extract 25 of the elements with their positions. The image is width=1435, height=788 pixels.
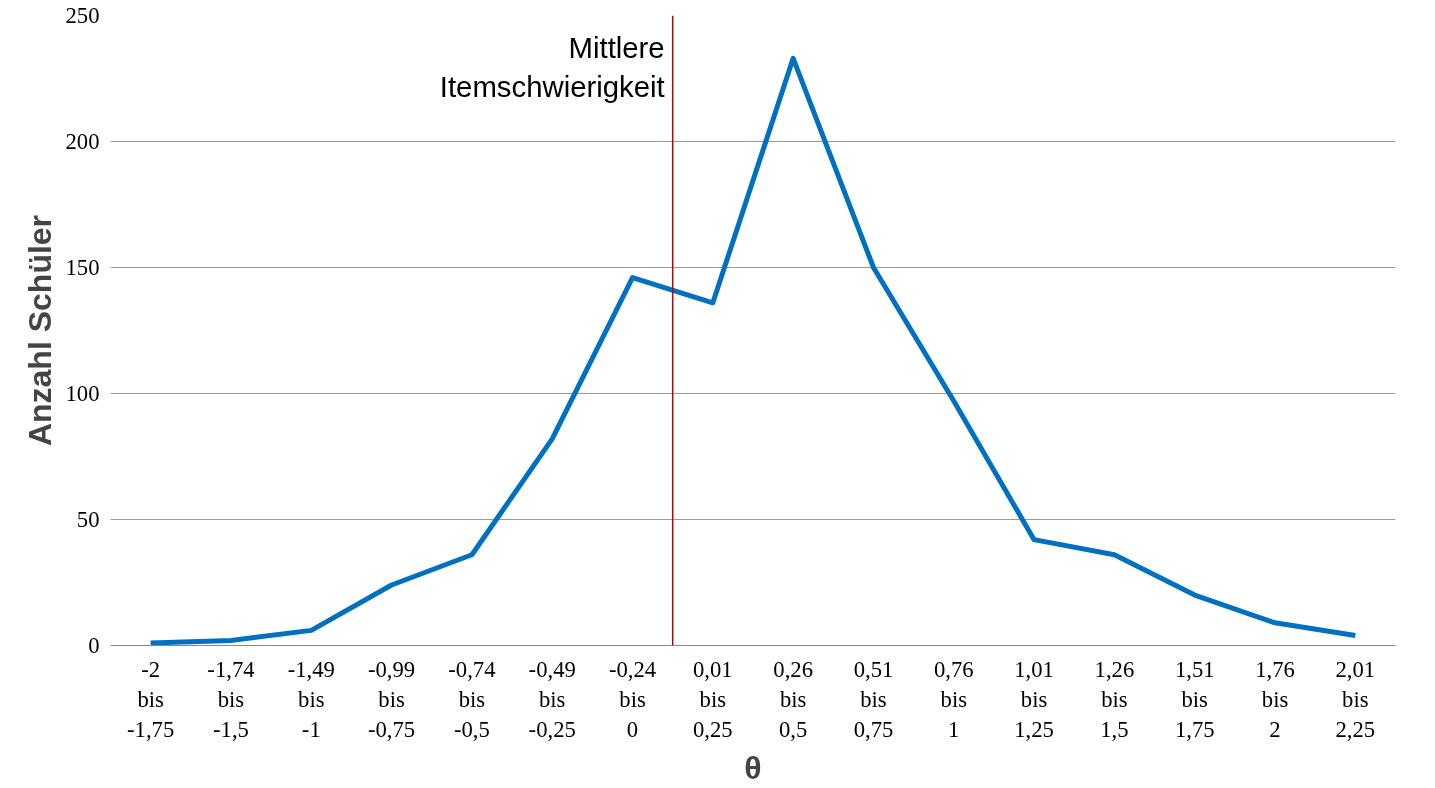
y-tick-label: 100 [65, 381, 100, 406]
x-axis-title: θ [744, 749, 762, 786]
x-tick-label: 1,76 bis 2 [1255, 656, 1295, 742]
y-axis-title: Anzahl Schüler [21, 214, 58, 447]
x-tick-label: 2,01 bis 2,25 [1335, 656, 1376, 742]
x-tick-label: 0,01 bis 0,25 [693, 656, 733, 742]
ref-line-label: Mittlere Itemschwierigkeit [439, 30, 665, 104]
x-tick-label: 1,26 bis 1,5 [1094, 656, 1135, 742]
x-tick-label: -1,49 bis -1 [287, 656, 335, 742]
x-tick-label: -0,99 bis -0,75 [368, 656, 416, 742]
x-tick-label: 0,76 bis 1 [933, 656, 974, 742]
x-tick-label: -0,24 bis 0 [608, 656, 657, 742]
y-tick-label: 200 [65, 129, 100, 154]
x-tick-label: -0,49 bis -0,25 [528, 656, 576, 742]
y-tick-label: 50 [76, 507, 100, 532]
y-tick-label: 0 [88, 633, 100, 658]
x-tick-label: -1,74 bis -1,5 [207, 656, 255, 742]
x-tick-label: -0,74 bis -0,5 [448, 656, 496, 742]
x-tick-label: 0,51 bis 0,75 [853, 656, 894, 742]
x-tick-label: 1,01 bis 1,25 [1014, 656, 1054, 742]
x-tick-label: 0,26 bis 0,5 [773, 656, 813, 742]
x-tick-label: -2 bis -1,75 [127, 656, 175, 742]
y-tick-label: 150 [65, 255, 100, 280]
x-tick-label: 1,51 bis 1,75 [1174, 656, 1215, 742]
y-tick-label: 250 [65, 3, 100, 28]
